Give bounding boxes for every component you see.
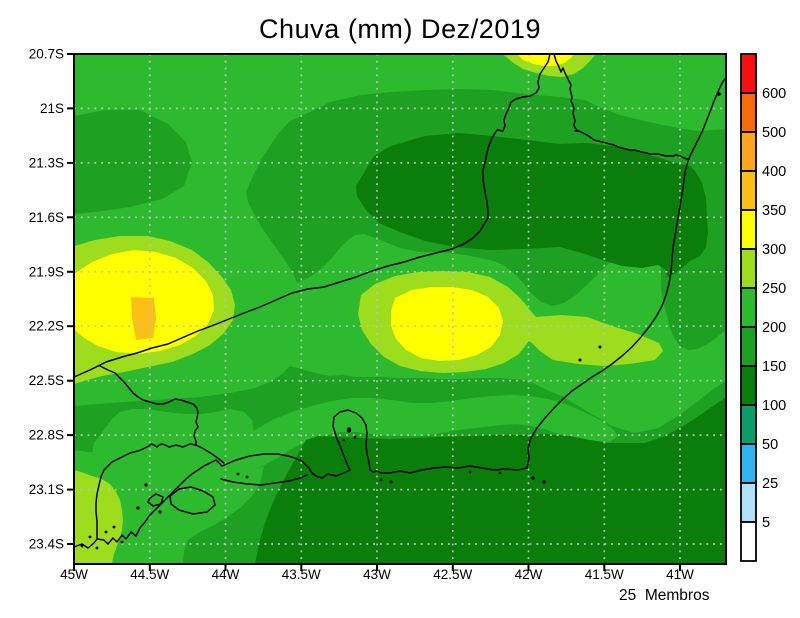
svg-text:41.5W: 41.5W (585, 567, 624, 582)
svg-text:600: 600 (762, 86, 786, 102)
svg-text:42.5W: 42.5W (433, 567, 472, 582)
svg-text:25 Membros: 25 Membros (619, 587, 710, 604)
svg-text:150: 150 (762, 359, 786, 375)
svg-text:50: 50 (762, 437, 778, 453)
svg-text:23.4S: 23.4S (29, 537, 64, 552)
svg-text:350: 350 (762, 203, 786, 219)
svg-text:300: 300 (762, 242, 786, 258)
svg-text:400: 400 (762, 164, 786, 180)
svg-text:5: 5 (762, 515, 770, 531)
svg-text:100: 100 (762, 398, 786, 414)
svg-text:Chuva (mm) Dez/2019: Chuva (mm) Dez/2019 (259, 14, 541, 44)
svg-text:500: 500 (762, 125, 786, 141)
svg-text:44.5W: 44.5W (130, 567, 169, 582)
svg-text:21.3S: 21.3S (29, 155, 64, 170)
svg-text:22.2S: 22.2S (29, 319, 64, 334)
svg-text:20.7S: 20.7S (29, 47, 64, 62)
svg-text:41W: 41W (666, 567, 694, 582)
svg-text:200: 200 (762, 320, 786, 336)
svg-text:250: 250 (762, 281, 786, 297)
svg-text:25: 25 (762, 476, 778, 492)
svg-text:43.5W: 43.5W (282, 567, 321, 582)
svg-text:23.1S: 23.1S (29, 482, 64, 497)
svg-text:45W: 45W (60, 567, 88, 582)
svg-text:22.5S: 22.5S (29, 373, 64, 388)
svg-text:21.6S: 21.6S (29, 210, 64, 225)
svg-text:42W: 42W (515, 567, 543, 582)
svg-text:43W: 43W (363, 567, 391, 582)
svg-text:22.8S: 22.8S (29, 428, 64, 443)
svg-text:44W: 44W (212, 567, 240, 582)
svg-text:21.9S: 21.9S (29, 264, 64, 279)
svg-text:21S: 21S (40, 101, 64, 116)
